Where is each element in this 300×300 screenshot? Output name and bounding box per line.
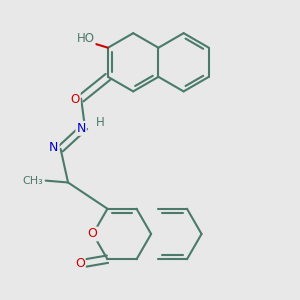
Text: O: O <box>70 93 80 106</box>
Text: O: O <box>75 257 85 270</box>
Text: CH₃: CH₃ <box>22 176 43 186</box>
Text: H: H <box>95 116 104 129</box>
Text: HO: HO <box>76 32 94 45</box>
Text: O: O <box>87 227 97 241</box>
Text: N: N <box>76 122 86 135</box>
Text: N: N <box>49 141 58 154</box>
